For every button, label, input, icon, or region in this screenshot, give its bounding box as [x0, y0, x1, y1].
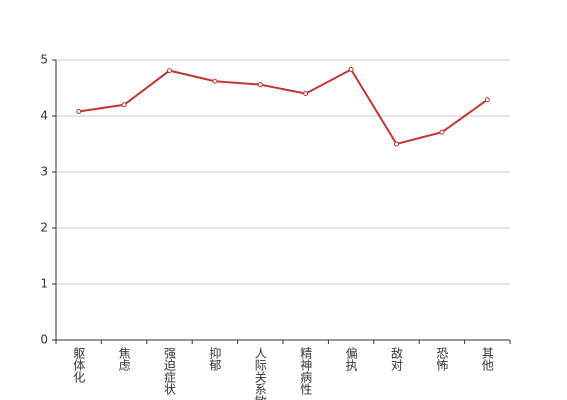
- point: [348, 67, 354, 73]
- x-tick-label: 偏执: [344, 346, 358, 372]
- x-tick-label: 其他: [480, 347, 494, 371]
- y-tick-label: 5: [40, 53, 48, 67]
- y-tick-label: 0: [40, 333, 48, 347]
- line: [78, 68, 488, 146]
- x-tick-label: 强迫症状: [163, 347, 177, 395]
- point: [484, 97, 490, 103]
- y-tick-label: 4: [40, 109, 48, 123]
- point: [394, 141, 399, 147]
- x-tick-label: 躯体化: [72, 346, 86, 384]
- point: [76, 109, 82, 115]
- point: [212, 78, 218, 84]
- x-tick-label: 恐怖: [435, 347, 449, 371]
- y-tick-label: 1: [40, 277, 48, 291]
- point: [439, 129, 445, 135]
- point: [303, 91, 309, 97]
- point: [121, 102, 127, 108]
- x-tick-label: 敌对: [390, 346, 404, 371]
- y-tick-label: 2: [40, 221, 48, 235]
- x-tick-label: 精神病性: [299, 347, 313, 396]
- x-tick-label: 焦虑: [117, 347, 131, 371]
- point: [167, 68, 172, 74]
- x-tick-label: 抑郁: [208, 346, 222, 372]
- x-tick-label: 人际关系敏感: [253, 347, 267, 400]
- point: [257, 82, 263, 88]
- y-tick-label: 3: [40, 165, 48, 179]
